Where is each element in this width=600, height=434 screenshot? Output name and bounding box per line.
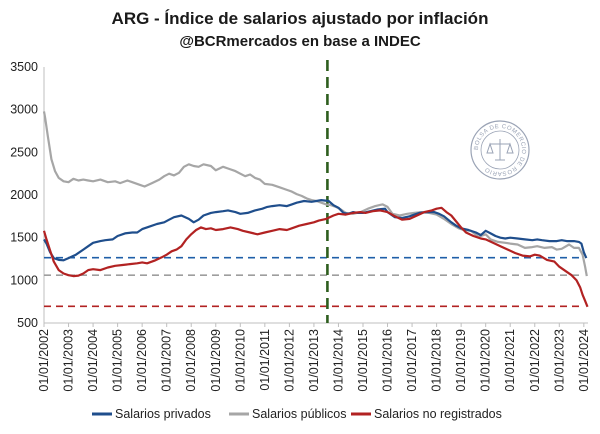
x-tick-label: 01/01/2015	[356, 329, 370, 392]
y-tick-label: 2000	[10, 188, 38, 202]
x-tick-label: 01/01/2003	[62, 329, 76, 392]
y-tick-label: 2500	[10, 145, 38, 159]
y-tick-label: 3500	[10, 60, 38, 74]
series-line-salarios-publicos	[42, 111, 588, 277]
x-tick-label: 01/01/2021	[503, 329, 517, 392]
legend-label-salarios-publicos: Salarios públicos	[252, 407, 347, 421]
x-tick-label: 01/01/2010	[233, 329, 247, 392]
x-tick-label: 01/01/2008	[184, 329, 198, 392]
legend-label-salarios-no-registrados: Salarios no registrados	[374, 407, 502, 421]
y-tick-label: 3000	[10, 103, 38, 117]
scales-of-justice-icon	[486, 139, 514, 161]
chart-title: ARG - Índice de salarios ajustado por in…	[112, 9, 489, 28]
x-tick-label: 01/01/2006	[135, 329, 149, 392]
x-tick-label: 01/01/2009	[209, 329, 223, 392]
series-line-salarios-no-registrados	[42, 206, 589, 308]
axes: 500 1000 1500 2000 2500 3000 3500 01/01/2002 01/…	[10, 60, 591, 392]
legend: Salarios privados Salarios públicos Sala…	[92, 407, 502, 421]
y-tick-label: 500	[17, 316, 38, 330]
x-tick-label: 01/01/2019	[454, 329, 468, 392]
x-tick-label: 01/01/2002	[37, 329, 51, 392]
x-tick-label: 01/01/2007	[160, 329, 174, 392]
x-tick-label: 01/01/2014	[331, 329, 345, 392]
x-tick-label: 01/01/2024	[577, 329, 591, 392]
x-tick-label: 01/01/2022	[528, 329, 542, 392]
x-tick-label: 01/01/2004	[86, 329, 100, 392]
series-lines	[42, 60, 589, 323]
chart-subtitle: @BCRmercados en base a INDEC	[179, 33, 421, 50]
y-tick-label: 1500	[10, 231, 38, 245]
x-tick-label: 01/01/2020	[479, 329, 493, 392]
y-tick-label: 1000	[10, 273, 38, 287]
x-tick-label: 01/01/2018	[430, 329, 444, 392]
x-tick-label: 01/01/2005	[111, 329, 125, 392]
series-line-salarios-privados	[43, 199, 588, 262]
x-tick-label: 01/01/2012	[282, 329, 296, 392]
x-tick-label: 01/01/2011	[258, 329, 272, 391]
x-tick-label: 01/01/2016	[381, 329, 395, 392]
bcr-seal-watermark: BOLSA DE COMERCIO DE ROSARIO	[470, 120, 530, 180]
x-tick-label: 01/01/2017	[405, 329, 419, 392]
x-tick-label: 01/01/2023	[552, 329, 566, 392]
x-tick-label: 01/01/2013	[307, 329, 321, 392]
legend-label-salarios-privados: Salarios privados	[115, 407, 211, 421]
